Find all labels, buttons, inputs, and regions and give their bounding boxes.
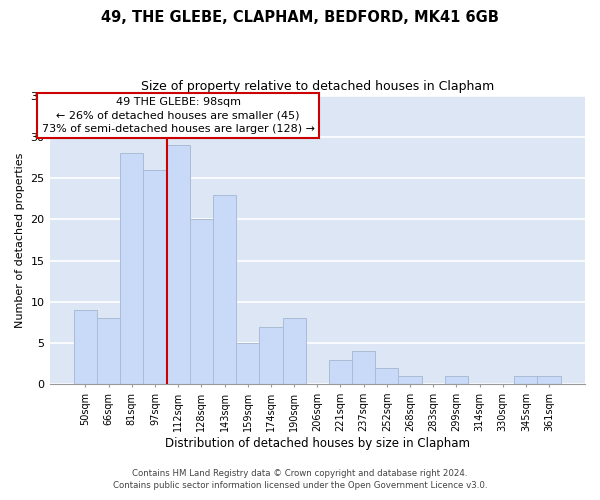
- Bar: [259, 326, 283, 384]
- Bar: [445, 376, 468, 384]
- Bar: [236, 343, 259, 384]
- Bar: [120, 154, 143, 384]
- Bar: [329, 360, 352, 384]
- Bar: [375, 368, 398, 384]
- Text: 49, THE GLEBE, CLAPHAM, BEDFORD, MK41 6GB: 49, THE GLEBE, CLAPHAM, BEDFORD, MK41 6G…: [101, 10, 499, 25]
- Bar: [143, 170, 167, 384]
- X-axis label: Distribution of detached houses by size in Clapham: Distribution of detached houses by size …: [165, 437, 470, 450]
- Bar: [538, 376, 560, 384]
- Bar: [514, 376, 538, 384]
- Bar: [213, 194, 236, 384]
- Bar: [167, 145, 190, 384]
- Bar: [352, 352, 375, 384]
- Bar: [398, 376, 422, 384]
- Bar: [190, 220, 213, 384]
- Y-axis label: Number of detached properties: Number of detached properties: [15, 152, 25, 328]
- Title: Size of property relative to detached houses in Clapham: Size of property relative to detached ho…: [140, 80, 494, 93]
- Text: Contains HM Land Registry data © Crown copyright and database right 2024.
Contai: Contains HM Land Registry data © Crown c…: [113, 468, 487, 490]
- Bar: [74, 310, 97, 384]
- Bar: [283, 318, 305, 384]
- Text: 49 THE GLEBE: 98sqm
← 26% of detached houses are smaller (45)
73% of semi-detach: 49 THE GLEBE: 98sqm ← 26% of detached ho…: [41, 97, 314, 134]
- Bar: [97, 318, 120, 384]
